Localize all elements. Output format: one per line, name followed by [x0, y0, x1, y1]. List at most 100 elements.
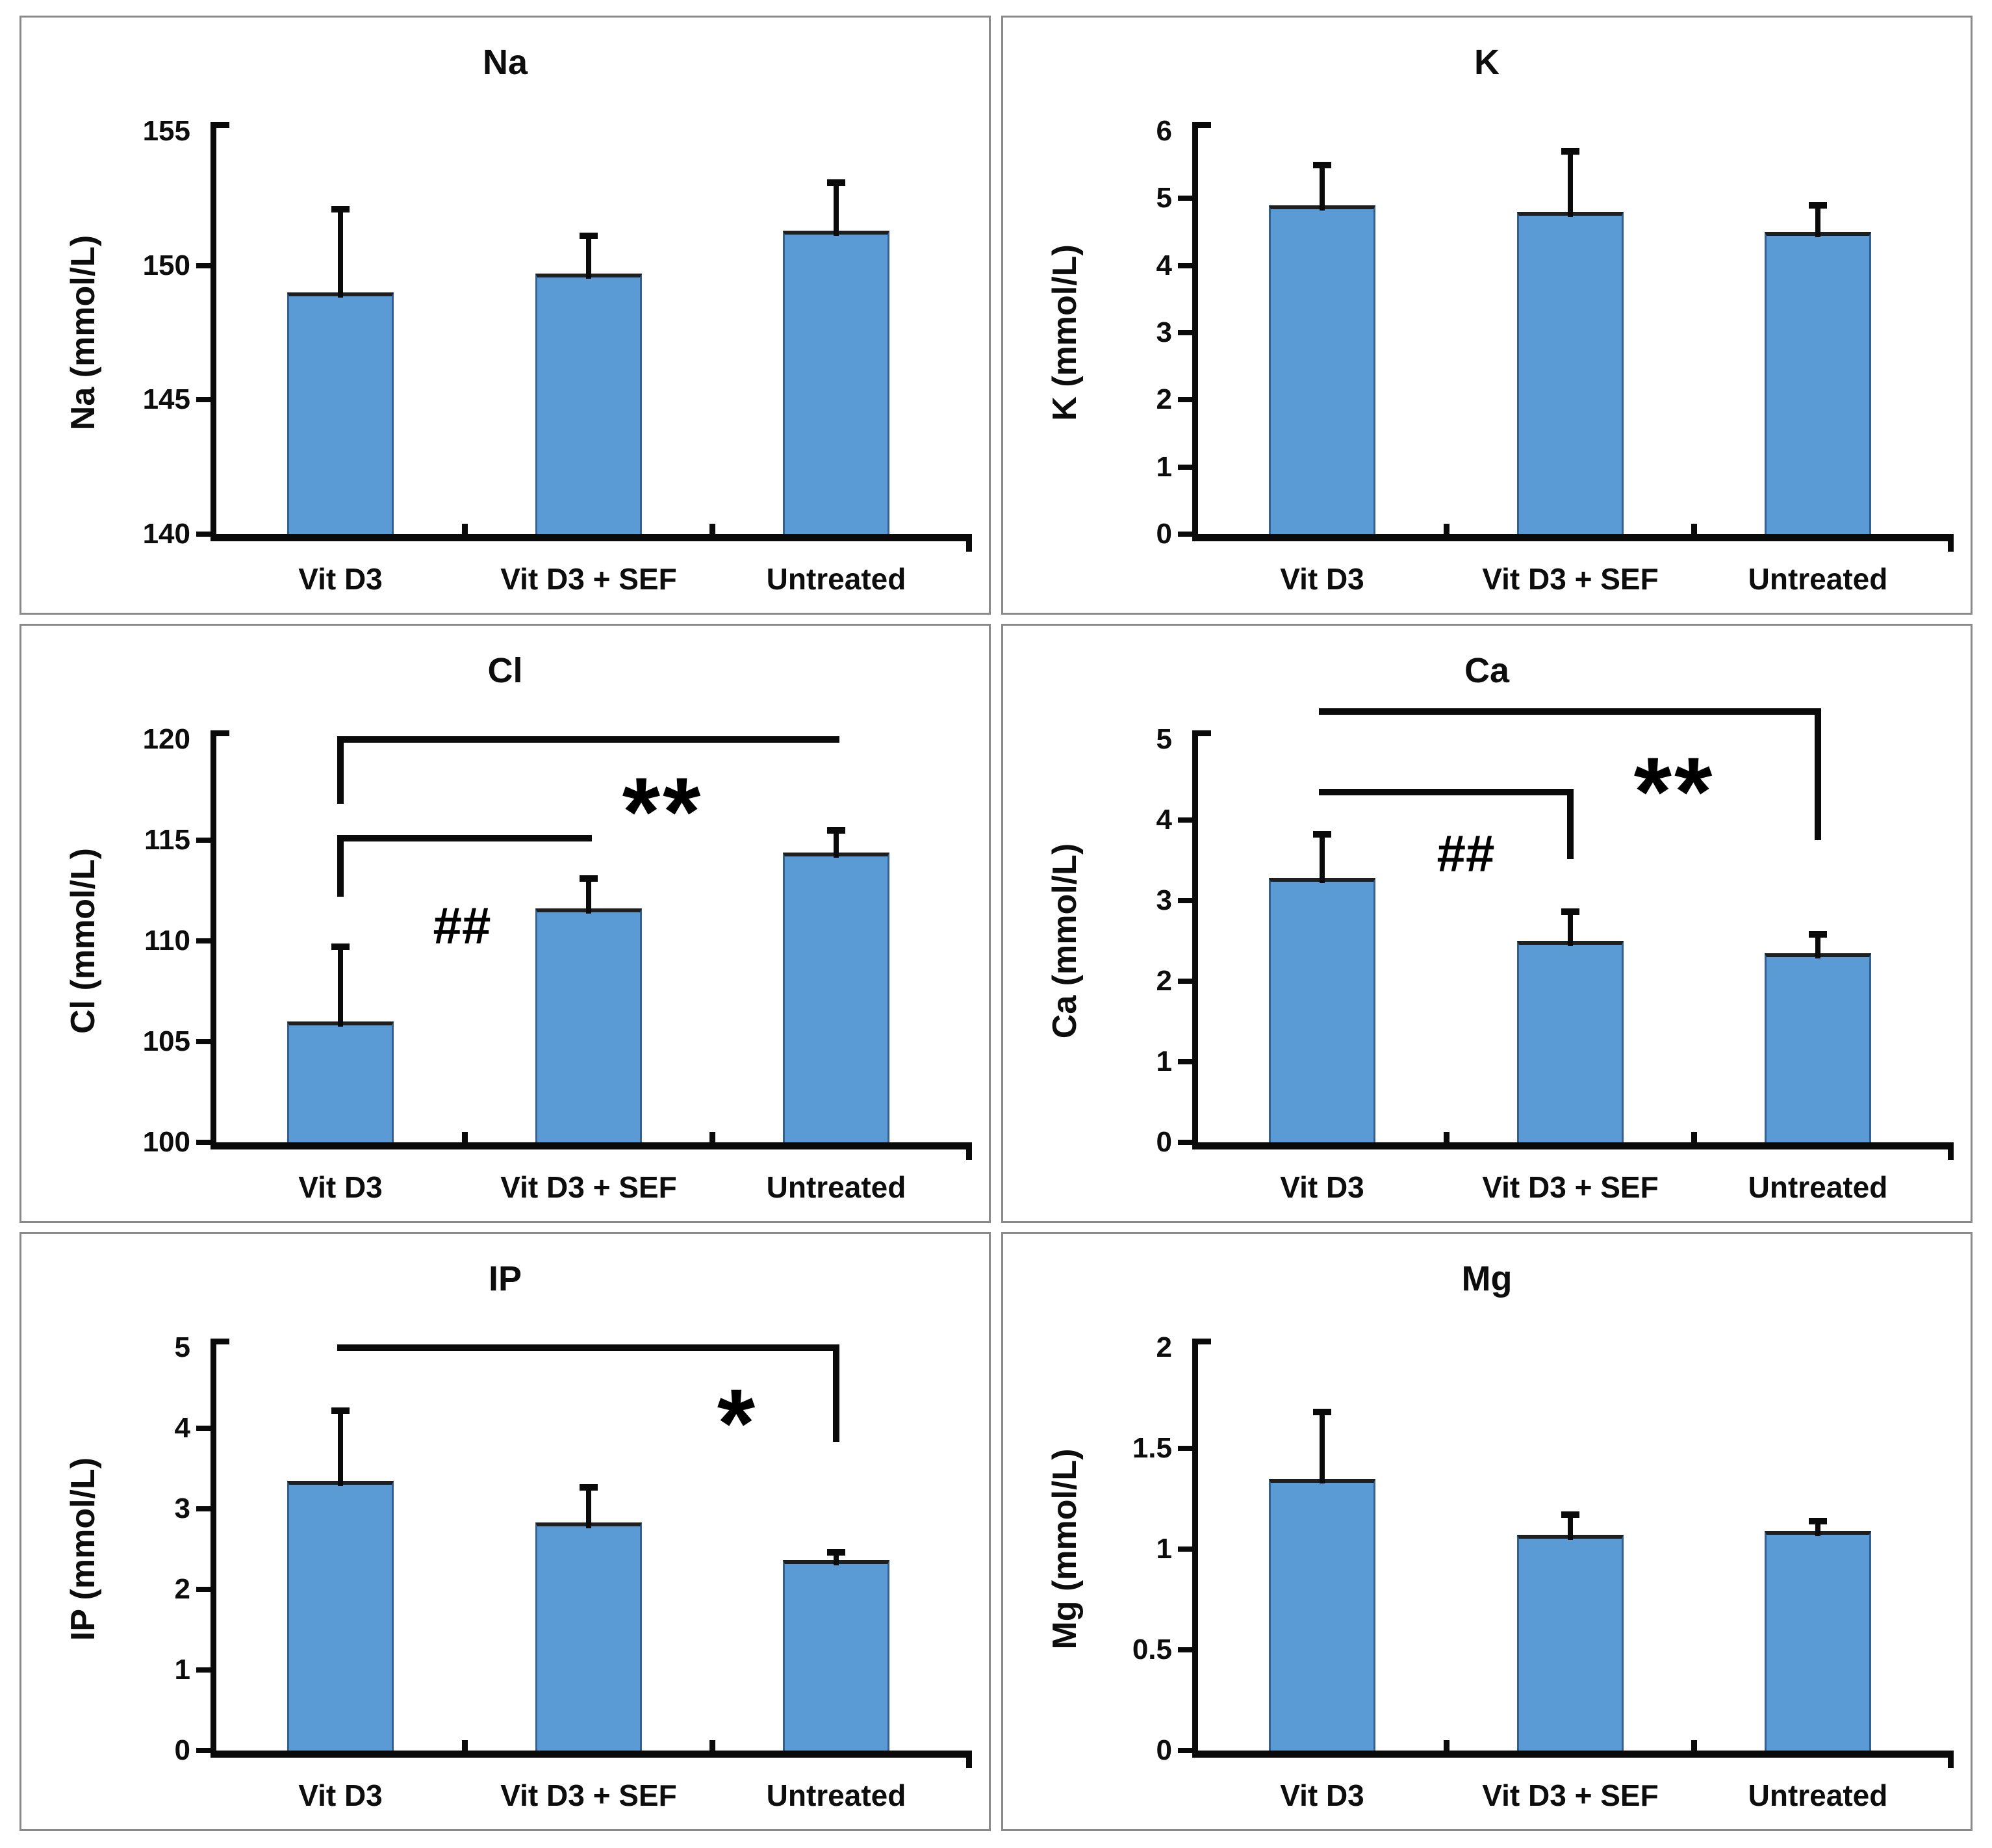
bar-vit-d3-sef — [535, 1522, 642, 1753]
y-tick — [1178, 532, 1192, 537]
sig-bracket-line — [1319, 789, 1574, 795]
y-tick-label: 1.5 — [1132, 1432, 1172, 1464]
y-tick-label: 145 — [142, 383, 190, 415]
y-tick-label: 6 — [1156, 115, 1172, 147]
error-bar — [586, 879, 591, 914]
x-axis-line — [1192, 534, 1954, 541]
error-bar — [1815, 205, 1820, 237]
error-bar — [338, 947, 343, 1027]
y-tick-label: 3 — [174, 1493, 190, 1524]
error-bar — [1320, 1412, 1325, 1483]
error-bar-cap — [331, 1407, 350, 1414]
y-tick-label: 0 — [1156, 518, 1172, 550]
y-tick — [196, 1039, 211, 1044]
sig-bracket-line — [337, 736, 839, 743]
error-bar-cap — [827, 1549, 845, 1556]
y-tick-label: 3 — [1156, 316, 1172, 348]
y-tick — [196, 263, 211, 268]
y-tick — [1178, 1446, 1192, 1451]
x-axis-line — [211, 1751, 972, 1758]
y-tick — [1178, 1546, 1192, 1552]
x-axis-line — [211, 534, 972, 541]
chart-title: Cl — [487, 651, 523, 690]
error-bar-cap — [331, 943, 350, 950]
error-bar-cap — [331, 206, 350, 212]
sig-label: * — [717, 1368, 758, 1478]
y-tick — [1178, 1748, 1192, 1753]
panel-mg: Mg Mg (mmol/L) Vit D3 Vit D3 + SEF Untreated… — [1001, 1232, 1973, 1831]
error-bar-cap — [1809, 931, 1827, 938]
x-label-vit-d3-sef: Vit D3 + SEF — [500, 1778, 677, 1812]
x-label-untreated: Untreated — [766, 1170, 906, 1204]
y-axis-top-tick — [1198, 122, 1211, 128]
y-axis-top-tick — [216, 1339, 229, 1344]
y-tick — [196, 1140, 211, 1145]
y-tick — [196, 1506, 211, 1511]
sig-label: ** — [622, 757, 704, 866]
y-tick — [1178, 979, 1192, 984]
y-tick-label: 4 — [174, 1412, 190, 1444]
error-bar-cap — [1809, 202, 1827, 209]
bar-untreated — [783, 853, 889, 1145]
y-tick-label: 140 — [142, 518, 190, 550]
y-axis-line — [1192, 1339, 1198, 1758]
y-tick — [1178, 1059, 1192, 1064]
error-bar-cap — [580, 1484, 598, 1491]
panel-ip: IP IP (mmol/L) Vit D3 Vit D3 + SEF Untreated… — [19, 1232, 991, 1831]
y-tick — [196, 397, 211, 402]
error-bar-cap — [1313, 831, 1331, 838]
chart-title: Na — [482, 43, 528, 82]
error-bar-cap — [580, 875, 598, 882]
x-axis-end-tick — [966, 1149, 972, 1160]
sig-label: ## — [1437, 825, 1495, 882]
y-tick — [196, 938, 211, 943]
bar-vit-d3-sef — [535, 274, 642, 537]
error-bar — [834, 830, 839, 858]
y-tick-label: 100 — [142, 1126, 190, 1158]
bar-vit-d3 — [1269, 205, 1375, 537]
x-label-untreated: Untreated — [1748, 1170, 1888, 1204]
bar-vit-d3 — [287, 292, 394, 537]
chart-title: Ca — [1464, 651, 1510, 690]
y-tick-label: 1 — [174, 1654, 190, 1686]
x-axis-end-tick — [966, 541, 972, 552]
y-tick — [1178, 330, 1192, 335]
y-tick-label: 2 — [1156, 383, 1172, 415]
y-axis-line — [1192, 122, 1198, 541]
x-axis-tick — [462, 524, 468, 534]
y-tick-label: 4 — [1156, 250, 1172, 281]
y-tick — [1178, 263, 1192, 268]
x-label-vit-d3: Vit D3 — [1280, 1778, 1364, 1812]
x-label-vit-d3: Vit D3 — [298, 562, 383, 596]
sig-bracket-drop — [1567, 792, 1574, 859]
x-axis-line — [1192, 1751, 1954, 1758]
y-tick-label: 1 — [1156, 1533, 1172, 1565]
x-label-untreated: Untreated — [766, 562, 906, 596]
error-bar-cap — [827, 179, 845, 186]
y-axis-top-tick — [1198, 1339, 1211, 1344]
sig-label: ** — [1633, 737, 1715, 846]
bar-untreated — [783, 231, 889, 537]
error-bar-cap — [1313, 162, 1331, 168]
bar-vit-d3-sef — [1517, 212, 1624, 537]
x-axis-end-tick — [966, 1757, 972, 1768]
error-bar — [338, 209, 343, 298]
y-tick-label: 5 — [174, 1331, 190, 1363]
bar-vit-d3-sef — [1517, 941, 1624, 1145]
error-bar-cap — [1561, 148, 1579, 155]
sig-bracket-drop — [337, 838, 344, 897]
x-axis-line — [1192, 1142, 1954, 1149]
error-bar-cap — [1809, 1518, 1827, 1524]
x-label-untreated: Untreated — [766, 1778, 906, 1812]
error-bar-cap — [1313, 1409, 1331, 1415]
y-tick-label: 0.5 — [1132, 1634, 1172, 1665]
y-axis-top-tick — [216, 122, 229, 128]
panel-cl: Cl Cl (mmol/L) Vit D3 Vit D3 + SEF Untreated… — [19, 624, 991, 1223]
error-bar — [1815, 1521, 1820, 1536]
error-bar — [586, 1487, 591, 1528]
y-tick — [1178, 898, 1192, 903]
bar-vit-d3 — [287, 1021, 394, 1145]
y-tick-label: 2 — [1156, 965, 1172, 997]
error-bar — [1320, 165, 1325, 211]
